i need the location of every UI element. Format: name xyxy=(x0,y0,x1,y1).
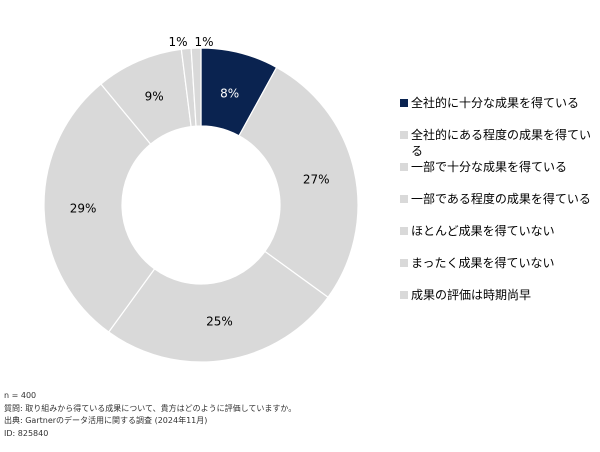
legend-swatch xyxy=(400,259,408,267)
legend-item-6: まったく成果を得ていない xyxy=(400,255,595,271)
slice-7 xyxy=(190,47,202,127)
legend-item-5: ほとんど成果を得ていない xyxy=(400,223,595,239)
legend-swatch xyxy=(400,291,408,299)
slice-3 xyxy=(107,250,329,363)
legend-label: 全社的に十分な成果を得ている xyxy=(411,96,580,110)
legend-item-2: 全社的にある程度の成果を得ている xyxy=(400,127,595,159)
slice-label-2: 27% xyxy=(303,172,330,186)
legend-label: 一部である程度の成果を得ている xyxy=(411,192,591,206)
legend-item-7: 成果の評価は時期尚早 xyxy=(400,287,595,303)
slice-4 xyxy=(43,83,156,333)
legend-label: 一部で十分な成果を得ている xyxy=(411,160,568,174)
legend-swatch xyxy=(400,131,408,139)
legend-label: まったく成果を得ていない xyxy=(411,256,555,270)
legend-label: 全社的にある程度の成果を得ている xyxy=(411,128,592,158)
legend-swatch xyxy=(400,99,408,107)
slice-2 xyxy=(238,66,359,299)
legend-label: ほとんど成果を得ていない xyxy=(411,224,555,238)
legend-swatch xyxy=(400,227,408,235)
slice-label-7: 1% xyxy=(194,35,213,49)
slice-label-1: 8% xyxy=(220,87,239,101)
slice-label-5: 9% xyxy=(145,90,164,104)
source-note: 出典: Gartnerのデータ活用に関する調査 (2024年11月) xyxy=(4,416,208,425)
legend-item-3: 一部で十分な成果を得ている xyxy=(400,159,595,175)
id-note: ID: 825840 xyxy=(4,428,49,438)
legend-swatch xyxy=(400,195,408,203)
legend-swatch xyxy=(400,163,408,171)
slice-label-3: 25% xyxy=(206,315,233,329)
legend-item-1: 全社的に十分な成果を得ている xyxy=(400,95,595,111)
legend-item-4: 一部である程度の成果を得ている xyxy=(400,191,595,207)
footnotes: n = 400 質問: 取り組みから得ている成果について、貴方はどのように評価し… xyxy=(4,390,296,440)
legend-label: 成果の評価は時期尚早 xyxy=(411,288,532,302)
slice-label-4: 29% xyxy=(70,202,97,216)
question-note: 質問: 取り組みから得ている成果について、貴方はどのように評価していますか。 xyxy=(4,403,297,413)
sample-size-note: n = 400 xyxy=(4,391,37,400)
slice-label-6: 1% xyxy=(168,35,187,49)
